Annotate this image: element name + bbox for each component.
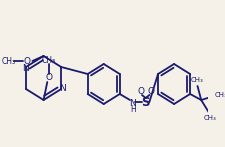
Text: CH₃: CH₃ bbox=[1, 56, 16, 66]
Text: CH₃: CH₃ bbox=[42, 56, 56, 65]
Text: CH₃: CH₃ bbox=[191, 77, 204, 83]
Text: O: O bbox=[46, 72, 53, 81]
Text: S: S bbox=[142, 96, 150, 108]
Text: O: O bbox=[137, 86, 144, 96]
Text: CH₃: CH₃ bbox=[203, 115, 216, 121]
Text: N: N bbox=[59, 83, 65, 92]
Text: CH₃: CH₃ bbox=[214, 92, 225, 98]
Text: O: O bbox=[23, 56, 30, 66]
Text: O: O bbox=[148, 86, 155, 96]
Text: N: N bbox=[129, 98, 136, 107]
Text: N: N bbox=[22, 64, 28, 72]
Text: H: H bbox=[130, 105, 136, 113]
